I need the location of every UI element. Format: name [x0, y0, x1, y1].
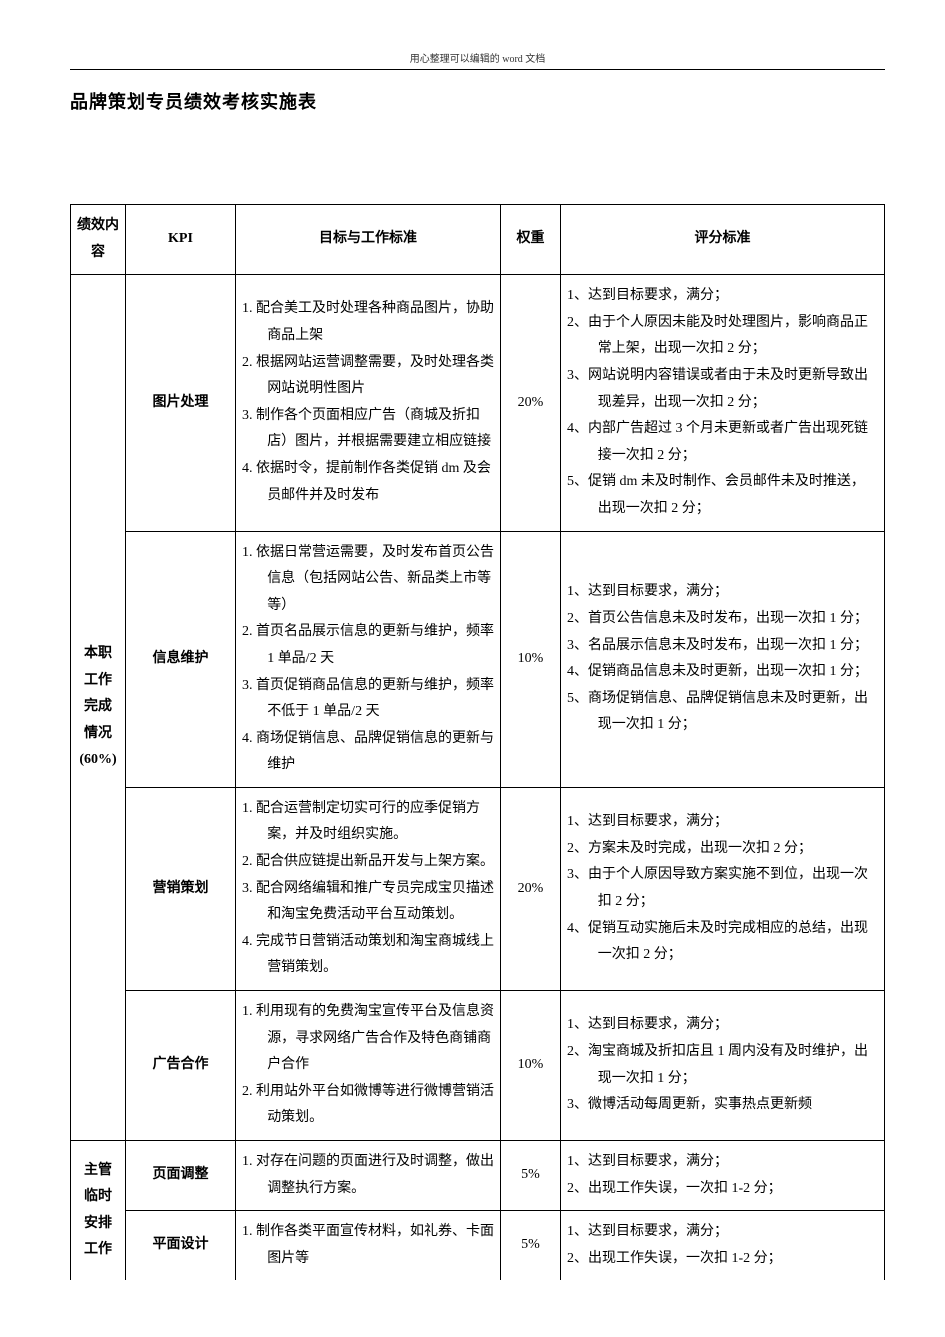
- target-cell: 1. 依据日常营运需要，及时发布首页公告信息（包括网站公告、新品类上市等等） 2…: [236, 531, 501, 787]
- section1-label-l4: 情况: [77, 721, 119, 748]
- table-row: 本职 工作 完成 情况 (60%) 图片处理 1. 配合美工及时处理各种商品图片…: [71, 275, 885, 531]
- target-cell: 1. 利用现有的免费淘宝宣传平台及信息资源，寻求网络广告合作及特色商铺商户合作 …: [236, 991, 501, 1141]
- scoring-item: 3、由于个人原因导致方案实施不到位，出现一次扣 2 分；: [567, 862, 878, 915]
- document-title: 品牌策划专员绩效考核实施表: [70, 88, 885, 114]
- scoring-item: 1、达到目标要求，满分；: [567, 809, 878, 836]
- target-item: 1. 配合运营制定切实可行的应季促销方案，并及时组织实施。: [242, 796, 494, 849]
- document-page: 用心整理可以编辑的 word 文档 品牌策划专员绩效考核实施表 绩效内容 KPI…: [0, 0, 945, 1280]
- kpi-cell: 图片处理: [126, 275, 236, 531]
- target-item: 3. 配合网络编辑和推广专员完成宝贝描述和淘宝免费活动平台互动策划。: [242, 876, 494, 929]
- scoring-cell: 1、达到目标要求，满分； 2、淘宝商城及折扣店且 1 周内没有及时维护，出现一次…: [561, 991, 885, 1141]
- table-row: 主管 临时 安排 工作 页面调整 1. 对存在问题的页面进行及时调整，做出调整执…: [71, 1141, 885, 1211]
- section2-label-l2: 临时: [77, 1184, 119, 1211]
- scoring-item: 2、首页公告信息未及时发布，出现一次扣 1 分；: [567, 606, 878, 633]
- kpi-cell: 营销策划: [126, 787, 236, 990]
- target-cell: 1. 配合运营制定切实可行的应季促销方案，并及时组织实施。 2. 配合供应链提出…: [236, 787, 501, 990]
- weight-cell: 5%: [501, 1211, 561, 1281]
- header-note: 用心整理可以编辑的 word 文档: [70, 50, 885, 65]
- scoring-item: 4、促销互动实施后未及时完成相应的总结，出现一次扣 2 分；: [567, 916, 878, 969]
- target-item: 2. 首页名品展示信息的更新与维护，频率 1 单品/2 天: [242, 619, 494, 672]
- kpi-cell: 广告合作: [126, 991, 236, 1141]
- section1-label: 本职 工作 完成 情况 (60%): [71, 275, 126, 1141]
- scoring-cell: 1、达到目标要求，满分； 2、由于个人原因未能及时处理图片，影响商品正常上架，出…: [561, 275, 885, 531]
- col-header-target: 目标与工作标准: [236, 205, 501, 275]
- target-cell: 1. 对存在问题的页面进行及时调整，做出调整执行方案。: [236, 1141, 501, 1211]
- target-item: 4. 依据时令，提前制作各类促销 dm 及会员邮件并及时发布: [242, 456, 494, 509]
- scoring-item: 5、商场促销信息、品牌促销信息未及时更新，出现一次扣 1 分；: [567, 686, 878, 739]
- weight-cell: 20%: [501, 275, 561, 531]
- scoring-item: 2、方案未及时完成，出现一次扣 2 分；: [567, 836, 878, 863]
- scoring-item: 5、促销 dm 未及时制作、会员邮件未及时推送，出现一次扣 2 分；: [567, 469, 878, 522]
- target-cell: 1. 制作各类平面宣传材料，如礼券、卡面图片等: [236, 1211, 501, 1281]
- section1-label-l3: 完成: [77, 694, 119, 721]
- table-row: 广告合作 1. 利用现有的免费淘宝宣传平台及信息资源，寻求网络广告合作及特色商铺…: [71, 991, 885, 1141]
- scoring-cell: 1、达到目标要求，满分； 2、出现工作失误，一次扣 1-2 分；: [561, 1141, 885, 1211]
- target-item: 1. 依据日常营运需要，及时发布首页公告信息（包括网站公告、新品类上市等等）: [242, 540, 494, 620]
- scoring-item: 3、名品展示信息未及时发布，出现一次扣 1 分；: [567, 633, 878, 660]
- scoring-item: 2、淘宝商城及折扣店且 1 周内没有及时维护，出现一次扣 1 分；: [567, 1039, 878, 1092]
- target-cell: 1. 配合美工及时处理各种商品图片，协助商品上架 2. 根据网站运营调整需要，及…: [236, 275, 501, 531]
- target-item: 3. 首页促销商品信息的更新与维护，频率不低于 1 单品/2 天: [242, 673, 494, 726]
- assessment-table: 绩效内容 KPI 目标与工作标准 权重 评分标准 本职 工作 完成 情况 (60…: [70, 204, 885, 1280]
- kpi-cell: 信息维护: [126, 531, 236, 787]
- target-item: 2. 根据网站运营调整需要，及时处理各类网站说明性图片: [242, 350, 494, 403]
- section1-label-l2: 工作: [77, 668, 119, 695]
- weight-cell: 5%: [501, 1141, 561, 1211]
- scoring-item: 3、网站说明内容错误或者由于未及时更新导致出现差异，出现一次扣 2 分；: [567, 363, 878, 416]
- section2-label-l3: 安排: [77, 1211, 119, 1238]
- scoring-item: 1、达到目标要求，满分；: [567, 283, 878, 310]
- table-row: 信息维护 1. 依据日常营运需要，及时发布首页公告信息（包括网站公告、新品类上市…: [71, 531, 885, 787]
- kpi-cell: 页面调整: [126, 1141, 236, 1211]
- col-header-weight: 权重: [501, 205, 561, 275]
- target-item: 1. 配合美工及时处理各种商品图片，协助商品上架: [242, 296, 494, 349]
- table-row: 平面设计 1. 制作各类平面宣传材料，如礼券、卡面图片等 5% 1、达到目标要求…: [71, 1211, 885, 1281]
- col-header-content: 绩效内容: [71, 205, 126, 275]
- weight-cell: 10%: [501, 531, 561, 787]
- scoring-item: 1、达到目标要求，满分；: [567, 579, 878, 606]
- scoring-item: 2、出现工作失误，一次扣 1-2 分；: [567, 1246, 878, 1273]
- weight-cell: 20%: [501, 787, 561, 990]
- scoring-item: 2、由于个人原因未能及时处理图片，影响商品正常上架，出现一次扣 2 分；: [567, 310, 878, 363]
- section2-label-l1: 主管: [77, 1158, 119, 1185]
- scoring-cell: 1、达到目标要求，满分； 2、首页公告信息未及时发布，出现一次扣 1 分； 3、…: [561, 531, 885, 787]
- col-header-kpi: KPI: [126, 205, 236, 275]
- table-header-row: 绩效内容 KPI 目标与工作标准 权重 评分标准: [71, 205, 885, 275]
- section1-label-l5: (60%): [77, 747, 119, 774]
- target-item: 1. 利用现有的免费淘宝宣传平台及信息资源，寻求网络广告合作及特色商铺商户合作: [242, 999, 494, 1079]
- target-item: 2. 配合供应链提出新品开发与上架方案。: [242, 849, 494, 876]
- target-item: 1. 对存在问题的页面进行及时调整，做出调整执行方案。: [242, 1149, 494, 1202]
- kpi-cell: 平面设计: [126, 1211, 236, 1281]
- target-item: 2. 利用站外平台如微博等进行微博营销活动策划。: [242, 1079, 494, 1132]
- section1-label-l1: 本职: [77, 641, 119, 668]
- table-row: 营销策划 1. 配合运营制定切实可行的应季促销方案，并及时组织实施。 2. 配合…: [71, 787, 885, 990]
- target-item: 3. 制作各个页面相应广告（商城及折扣店）图片，并根据需要建立相应链接: [242, 403, 494, 456]
- scoring-item: 4、促销商品信息未及时更新，出现一次扣 1 分；: [567, 659, 878, 686]
- scoring-item: 1、达到目标要求，满分；: [567, 1012, 878, 1039]
- target-item: 1. 制作各类平面宣传材料，如礼券、卡面图片等: [242, 1219, 494, 1272]
- scoring-item: 3、微博活动每周更新，实事热点更新频: [567, 1092, 878, 1119]
- target-item: 4. 商场促销信息、品牌促销信息的更新与维护: [242, 726, 494, 779]
- col-header-scoring: 评分标准: [561, 205, 885, 275]
- weight-cell: 10%: [501, 991, 561, 1141]
- section2-label-l4: 工作: [77, 1237, 119, 1264]
- section2-label: 主管 临时 安排 工作: [71, 1141, 126, 1281]
- scoring-item: 1、达到目标要求，满分；: [567, 1149, 878, 1176]
- scoring-item: 1、达到目标要求，满分；: [567, 1219, 878, 1246]
- scoring-cell: 1、达到目标要求，满分； 2、出现工作失误，一次扣 1-2 分；: [561, 1211, 885, 1281]
- scoring-item: 2、出现工作失误，一次扣 1-2 分；: [567, 1176, 878, 1203]
- scoring-item: 4、内部广告超过 3 个月未更新或者广告出现死链接一次扣 2 分；: [567, 416, 878, 469]
- target-item: 4. 完成节日营销活动策划和淘宝商城线上营销策划。: [242, 929, 494, 982]
- scoring-cell: 1、达到目标要求，满分； 2、方案未及时完成，出现一次扣 2 分； 3、由于个人…: [561, 787, 885, 990]
- header-rule: [70, 69, 885, 70]
